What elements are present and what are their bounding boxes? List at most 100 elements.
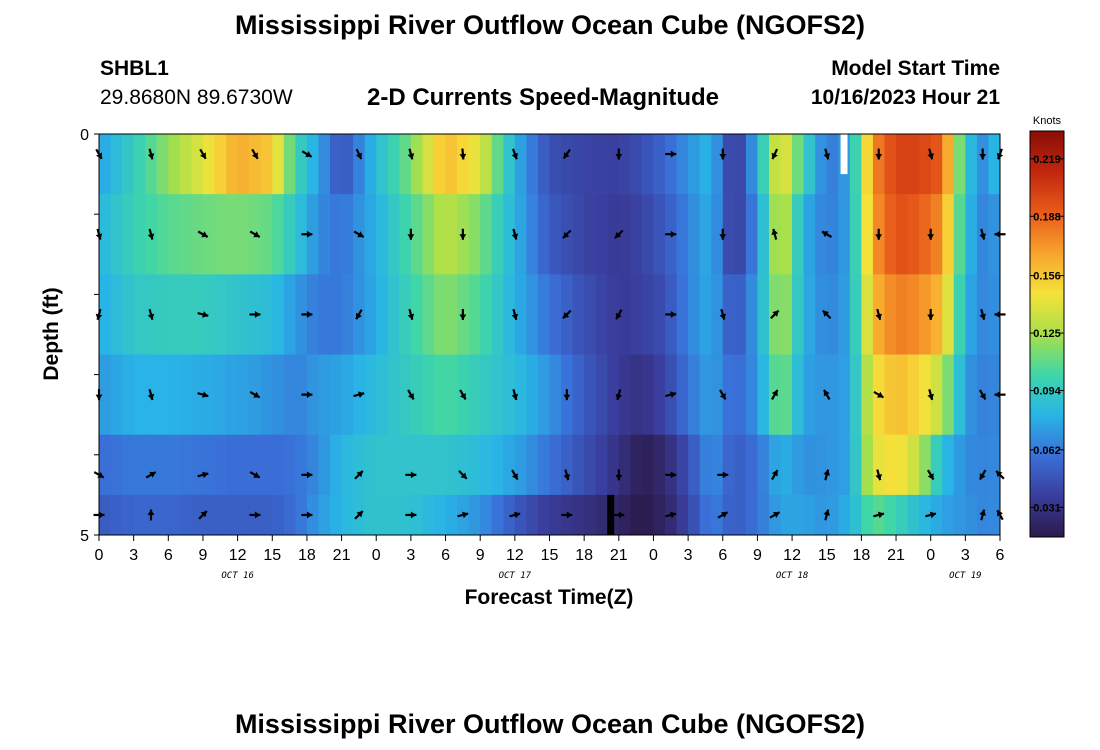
heat-cell [410, 134, 424, 195]
heat-cell [826, 354, 839, 436]
x-tick-label: 3 [961, 547, 970, 564]
date-label: OCT 16 [221, 571, 254, 581]
heat-cell [156, 134, 169, 195]
heat-cell [214, 494, 227, 535]
heat-cell [907, 434, 920, 496]
x-tick-label: 3 [129, 547, 138, 564]
x-tick-label: 0 [926, 547, 935, 564]
current-vector-arrow [615, 309, 623, 320]
heat-cell [734, 274, 747, 356]
heat-cell [122, 354, 135, 436]
heat-cell [122, 494, 135, 535]
heat-cell [780, 494, 793, 535]
heat-cell [330, 274, 343, 356]
heat-cell [133, 354, 146, 436]
heat-cell [399, 354, 412, 436]
heat-cell [133, 434, 146, 496]
current-vector-arrow [301, 471, 313, 479]
heat-cell [780, 274, 793, 356]
current-vector-arrow [301, 311, 313, 318]
current-vector-arrow [719, 148, 727, 160]
heat-cell [306, 194, 320, 275]
heat-cell [815, 494, 828, 535]
heat-cell [110, 134, 123, 195]
heat-cell [630, 434, 643, 496]
x-tick-label: 0 [372, 547, 381, 564]
heat-cell [815, 274, 828, 356]
colorbar-tick-label: 0.062 [1033, 445, 1061, 457]
x-tick-label: 3 [406, 547, 415, 564]
heat-cell [202, 134, 216, 195]
heat-cell [896, 434, 909, 496]
heat-cell [526, 494, 539, 535]
colorbar-tick-label: 0.125 [1033, 328, 1061, 340]
heat-cell [387, 134, 400, 195]
heat-cell [468, 434, 481, 496]
heat-cell [514, 434, 527, 496]
current-vector-arrow [979, 228, 986, 240]
heat-cell [433, 354, 447, 436]
heat-cell [353, 434, 366, 496]
x-tick-label: 15 [263, 547, 281, 564]
current-vector-arrow [147, 228, 155, 240]
heat-cell [283, 494, 296, 535]
heat-cell [988, 354, 1000, 436]
x-tick-label: 6 [996, 547, 1005, 564]
heat-cell [226, 134, 239, 195]
current-vector-arrow [459, 228, 467, 240]
current-vector-arrow [771, 148, 779, 160]
heat-cell [214, 354, 227, 436]
heat-cell [572, 274, 585, 356]
heat-cell [930, 354, 943, 436]
heat-cell [676, 134, 689, 195]
current-vector-arrow [511, 389, 519, 401]
heat-cell [399, 274, 412, 356]
heat-cell [110, 494, 123, 535]
heat-cell [572, 194, 585, 275]
y-tick-label: 5 [80, 528, 89, 545]
current-vectors-layer [93, 148, 1006, 521]
heat-cell [191, 434, 204, 496]
heat-cell [815, 434, 828, 496]
heat-cell [965, 354, 978, 436]
heat-cell [722, 134, 735, 195]
footer-title: Mississippi River Outflow Ocean Cube (NG… [234, 709, 866, 739]
colorbar-tick-label: 0.094 [1033, 386, 1061, 398]
heat-cell [272, 134, 285, 195]
heat-cell [399, 434, 412, 496]
current-vector-arrow [147, 509, 155, 521]
heat-cell [503, 194, 516, 275]
current-vector-arrow [771, 228, 779, 240]
heat-cell [503, 494, 516, 535]
heat-cell [907, 194, 920, 275]
heat-cell [272, 274, 285, 356]
heat-cell [919, 274, 932, 356]
current-vector-arrow [717, 511, 729, 519]
heat-cell [711, 134, 724, 195]
heat-cell [537, 134, 551, 195]
heat-cell [364, 274, 377, 356]
current-vector-arrow [665, 391, 677, 398]
heat-cell [953, 194, 966, 275]
heat-cell [283, 134, 296, 195]
heat-cell [341, 274, 354, 356]
heat-cell [272, 434, 285, 496]
heat-cell [849, 354, 862, 436]
heat-cell [722, 194, 735, 275]
current-vector-arrow [509, 511, 521, 519]
colorbar-tick-label: 0.031 [1033, 502, 1061, 514]
heat-cell [410, 274, 424, 356]
heat-cell [942, 274, 955, 356]
current-vector-arrow [405, 471, 417, 479]
missing-data-cell [607, 494, 615, 535]
heat-cell [191, 274, 204, 356]
heat-cell [745, 494, 759, 535]
heat-cell [341, 194, 354, 275]
heat-cell [468, 354, 481, 436]
heat-cell [930, 134, 943, 195]
heat-cell [653, 434, 666, 496]
heat-cell [699, 494, 712, 535]
heat-cell [110, 274, 123, 356]
current-vector-arrow [407, 228, 415, 240]
heat-cell [237, 274, 250, 356]
